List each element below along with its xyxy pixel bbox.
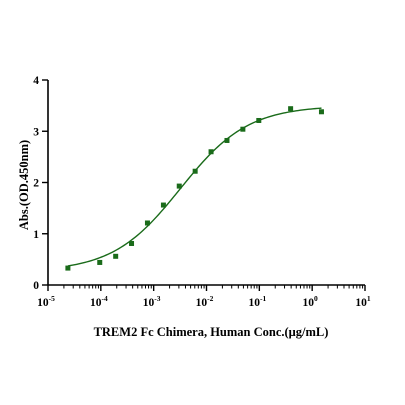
y-axis-title: Abs.(OD.450nm) [17, 140, 31, 230]
x-axis-title: TREM2 Fc Chimera, Human Conc.(μg/mL) [94, 325, 329, 339]
data-point [256, 117, 262, 123]
fit-curve [67, 107, 322, 267]
x-tick-label: 10-2 [196, 294, 214, 309]
data-point [176, 183, 182, 189]
y-axis-ticks: 0 1 2 3 4 [33, 75, 48, 292]
axes [47, 80, 365, 286]
x-axis-ticks: 10-5 10-4 10-3 10-2 10-1 100 101 [37, 285, 371, 309]
data-point [208, 149, 214, 155]
data-point [288, 106, 294, 112]
y-tick-label: 1 [33, 229, 39, 241]
data-point [113, 253, 119, 259]
y-tick-label: 4 [33, 75, 39, 87]
data-point [318, 109, 324, 115]
y-tick-label: 2 [33, 178, 39, 190]
data-points [65, 106, 324, 271]
x-tick-label: 10-3 [143, 294, 161, 309]
data-point [240, 126, 246, 132]
data-point [65, 265, 71, 271]
x-tick-label: 10-1 [248, 294, 266, 309]
y-tick-label: 0 [33, 280, 39, 292]
data-point [97, 259, 103, 265]
data-point [192, 168, 198, 174]
x-tick-label: 10-5 [37, 294, 55, 309]
y-tick-label: 3 [33, 126, 39, 138]
data-point [129, 240, 135, 246]
data-point [144, 220, 150, 226]
x-tick-label: 101 [355, 294, 371, 309]
data-point [224, 137, 230, 143]
x-tick-label: 10-4 [90, 294, 108, 309]
data-point [160, 202, 166, 208]
x-tick-label: 100 [303, 294, 319, 309]
